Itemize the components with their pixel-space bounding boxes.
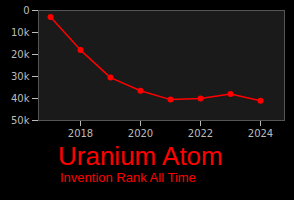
svg-text:0: 0 (23, 5, 29, 16)
svg-text:2020: 2020 (128, 128, 153, 139)
html-text:Invention Rank All Time: Invention Rank All Time (60, 170, 196, 185)
svg-text:50k: 50k (11, 115, 30, 126)
svg-text:20k: 20k (11, 49, 30, 60)
html-text:Uranium Atom: Uranium Atom (58, 141, 223, 171)
svg-text:2024: 2024 (248, 128, 273, 139)
svg-text:2022: 2022 (188, 128, 213, 139)
svg-text:2018: 2018 (68, 128, 93, 139)
svg-text:40k: 40k (11, 93, 30, 104)
svg-text:10k: 10k (11, 27, 30, 38)
svg-text:30k: 30k (11, 71, 30, 82)
